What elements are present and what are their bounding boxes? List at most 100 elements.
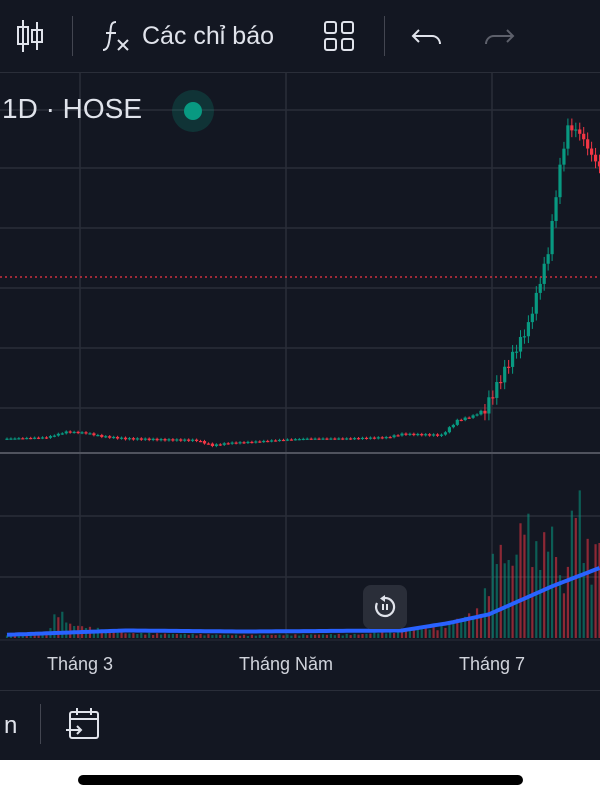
volume-bar <box>171 633 174 638</box>
volume-bar <box>175 634 178 638</box>
fx-icon <box>102 21 129 51</box>
candle-body <box>285 439 290 441</box>
market-status-dot <box>184 102 202 120</box>
volume-bar <box>278 634 281 638</box>
candle-body <box>250 441 254 444</box>
candle-body <box>108 436 112 438</box>
candle-body <box>254 441 258 443</box>
candle-body <box>439 434 444 436</box>
volume-bar <box>108 632 111 638</box>
candle-body <box>289 439 293 441</box>
volume-bar <box>373 632 376 638</box>
volume-bar <box>361 634 364 638</box>
candle-body <box>451 424 455 428</box>
volume-bar <box>282 635 285 638</box>
candle-body <box>507 366 511 368</box>
indicators-button[interactable]: Các chỉ báo <box>100 14 274 58</box>
volume-bar <box>594 544 597 638</box>
volume-bar <box>112 630 115 638</box>
indicators-label: Các chỉ báo <box>142 21 275 50</box>
volume-bar <box>464 616 467 638</box>
volume-bar <box>381 631 384 638</box>
volume-bar <box>436 630 439 638</box>
volume-bar <box>582 563 585 638</box>
candle-body <box>593 154 598 162</box>
candle-body <box>116 436 120 439</box>
candle-body <box>530 313 534 323</box>
volume-bar <box>440 625 443 638</box>
volume-bar <box>479 616 483 638</box>
chart-area[interactable]: Tháng 3 Tháng Năm Tháng 7 <box>0 72 600 690</box>
volume-bar <box>483 588 487 638</box>
candle-body <box>597 161 600 167</box>
x-axis-tick-label: Tháng Năm <box>239 654 333 674</box>
candle-body <box>206 443 211 445</box>
volume-bar <box>570 510 573 638</box>
candle-body <box>574 129 578 131</box>
reset-chart-button[interactable] <box>363 585 407 629</box>
volume-bar <box>195 635 198 638</box>
toolbar-divider <box>72 16 73 56</box>
volume-bar <box>554 557 558 638</box>
candlestick-icon <box>17 20 43 52</box>
volume-bar <box>116 632 119 638</box>
volume-bar <box>349 635 352 638</box>
volume-bar <box>321 634 325 638</box>
volume-bar <box>120 632 123 638</box>
volume-bar <box>219 634 222 638</box>
volume-bar <box>487 596 490 638</box>
candle-body <box>443 432 448 435</box>
volume-bar <box>314 634 317 638</box>
volume-bar <box>590 584 593 638</box>
volume-bar <box>156 633 159 638</box>
volume-bar <box>539 569 542 638</box>
candle-body <box>562 148 566 165</box>
home-indicator[interactable] <box>78 775 523 785</box>
volume-bar <box>306 635 309 638</box>
candle-body <box>317 438 321 440</box>
candle-body <box>183 439 187 441</box>
candle-body <box>420 433 424 436</box>
candle-body <box>333 438 337 440</box>
candle-body <box>21 438 25 440</box>
volume-bar <box>393 633 396 638</box>
candle-body <box>345 438 349 440</box>
candle-body <box>432 434 436 436</box>
volume-bar <box>286 634 289 638</box>
candle-body <box>566 125 570 149</box>
candle-body <box>412 433 416 436</box>
candle-body <box>570 125 574 131</box>
volume-bar <box>357 634 360 638</box>
volume-bar <box>507 560 510 638</box>
volume-bar <box>558 575 562 638</box>
volume-bar <box>432 626 435 638</box>
volume-bar <box>472 615 475 638</box>
undo-button[interactable] <box>410 14 444 58</box>
candle-body <box>187 439 191 441</box>
candle-body <box>135 438 139 440</box>
volume-bar <box>57 617 60 638</box>
volume-bar <box>298 635 301 638</box>
layout-button[interactable] <box>322 14 356 58</box>
volume-bar <box>266 634 269 638</box>
volume-bar <box>246 636 250 638</box>
candle-body <box>424 434 428 436</box>
chart-type-button[interactable] <box>14 14 46 58</box>
candle-body <box>526 322 530 337</box>
candle-body <box>467 417 471 419</box>
candle-body <box>534 292 538 314</box>
candle-body <box>313 438 317 440</box>
volume-bar <box>274 635 277 638</box>
volume-bar <box>191 633 194 638</box>
redo-button[interactable] <box>482 14 516 58</box>
candle-body <box>329 438 333 440</box>
candle-body <box>139 438 143 440</box>
volume-bar <box>420 629 423 638</box>
timeframe-partial-label[interactable]: n <box>4 712 18 739</box>
candle-body <box>33 437 37 439</box>
symbol-interval-label[interactable]: 1D · HOSE <box>2 93 143 124</box>
price-chart[interactable]: Tháng 3 Tháng Năm Tháng 7 <box>0 72 600 690</box>
candle-body <box>305 438 309 440</box>
goto-date-button[interactable] <box>64 704 104 744</box>
candle-body <box>171 439 175 441</box>
